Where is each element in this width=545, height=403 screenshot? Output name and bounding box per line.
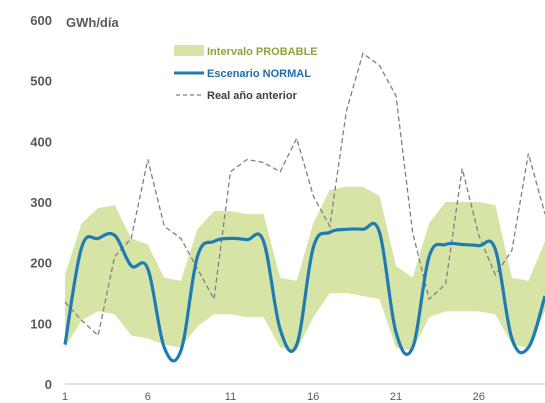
series-line-normal xyxy=(63,221,545,363)
unit-label: GWh/día xyxy=(66,15,119,30)
y-tick-label: 300 xyxy=(30,195,52,210)
x-tick-label: 16 xyxy=(307,391,319,403)
legend: Intervalo PROBABLE Escenario NORMAL Real a… xyxy=(174,45,318,102)
x-tick-label: 26 xyxy=(473,391,485,403)
legend-swatch-band xyxy=(174,45,204,56)
series-line-previous-year xyxy=(64,52,545,337)
x-tick-label: 11 xyxy=(225,391,236,403)
x-tick-label: 21 xyxy=(390,391,402,403)
legend-label: Escenario NORMAL xyxy=(207,68,311,80)
y-tick-label: 600 xyxy=(30,13,52,28)
legend-label: Real año anterior xyxy=(207,90,298,102)
x-tick-label: 6 xyxy=(145,391,151,403)
series xyxy=(63,52,545,363)
y-axis-ticks: 0 100 200 300 400 500 600 xyxy=(30,13,52,392)
x-tick-label: 1 xyxy=(62,391,68,403)
series-band-probable xyxy=(65,186,545,351)
x-axis-ticks: 1 6 11 16 21 26 xyxy=(62,391,485,403)
y-tick-label: 500 xyxy=(30,74,52,89)
y-tick-label: 100 xyxy=(30,316,52,331)
legend-label: Intervalo PROBABLE xyxy=(207,46,318,58)
y-tick-label: 0 xyxy=(45,377,52,392)
y-tick-label: 200 xyxy=(30,256,52,271)
y-tick-label: 400 xyxy=(30,134,52,149)
